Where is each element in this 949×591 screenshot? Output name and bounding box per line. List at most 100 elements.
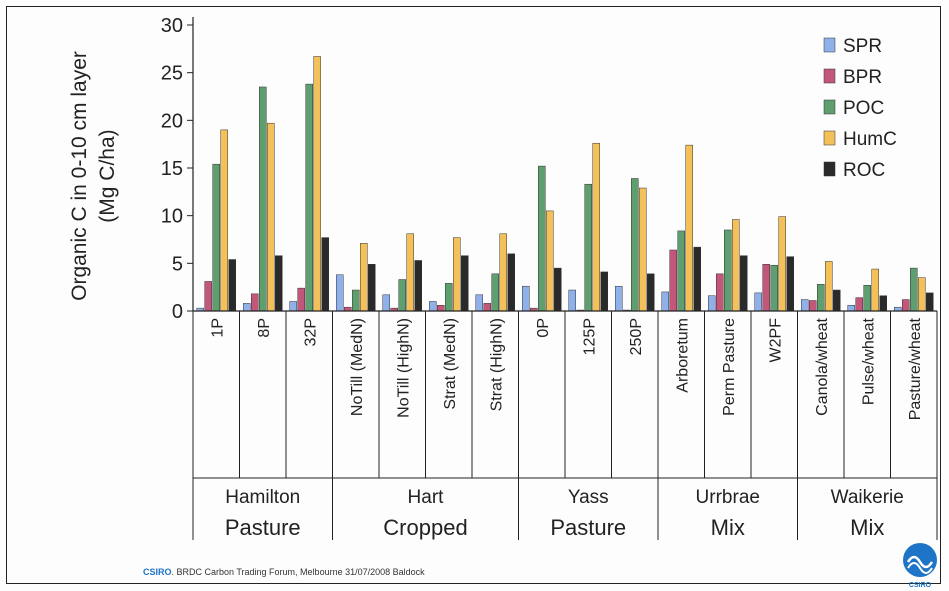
- legend-label: ROC: [843, 160, 885, 181]
- bar-poc-10: [631, 178, 639, 312]
- y-tick-label: 15: [161, 158, 183, 180]
- bar-bpr-11: [669, 249, 677, 312]
- bar-roc-4: [368, 264, 376, 312]
- category-label: 8P: [256, 318, 273, 338]
- bar-humc-3: [313, 56, 321, 312]
- bar-spr-14: [801, 299, 809, 312]
- bar-humc-9: [592, 142, 600, 312]
- category-label: 32P: [302, 318, 319, 346]
- bar-roc-14: [833, 289, 841, 312]
- bar-humc-2: [267, 122, 275, 312]
- bar-humc-4: [360, 243, 368, 312]
- bar-bpr-2: [251, 293, 259, 312]
- category-label: NoTill (MedN): [349, 318, 366, 416]
- category-label: Pasture/wheat: [907, 317, 924, 420]
- legend-swatch-poc: [823, 99, 836, 115]
- bar-bpr-12: [716, 273, 724, 312]
- bar-roc-5: [414, 260, 422, 312]
- bar-bpr-6: [437, 305, 445, 312]
- category-label: Canola/wheat: [814, 317, 831, 415]
- bar-roc-16: [926, 292, 934, 312]
- category-label: Arboretum: [674, 318, 691, 393]
- legend-label: SPR: [843, 36, 882, 57]
- legend-swatch-spr: [823, 37, 836, 53]
- bar-humc-8: [546, 210, 554, 312]
- csiro-logo-icon: CSIRO: [903, 543, 937, 589]
- bar-poc-2: [259, 86, 267, 312]
- bar-poc-4: [352, 289, 360, 312]
- bar-spr-4: [336, 274, 344, 312]
- bar-humc-6: [453, 237, 461, 312]
- group-site-label: Urrbrae: [696, 487, 760, 508]
- bar-bpr-1: [204, 281, 212, 312]
- bars: [196, 56, 934, 312]
- bar-humc-11: [685, 144, 693, 312]
- legend-label: HumC: [843, 129, 897, 150]
- bar-poc-7: [491, 273, 499, 312]
- bar-roc-3: [321, 237, 329, 312]
- bar-bpr-7: [483, 303, 491, 312]
- bar-roc-7: [507, 253, 515, 312]
- group-site-label: Waikerie: [831, 487, 904, 508]
- group-type-label: Pasture: [225, 515, 301, 540]
- legend-swatch-bpr: [823, 68, 836, 84]
- bar-roc-2: [275, 255, 283, 312]
- legend-swatch-roc: [823, 161, 836, 177]
- y-tick-label: 5: [172, 253, 183, 275]
- bar-humc-15: [871, 268, 879, 312]
- bar-roc-8: [554, 267, 562, 312]
- y-tick-label: 20: [161, 110, 183, 132]
- bar-spr-7: [475, 294, 483, 312]
- bar-humc-13: [778, 216, 786, 312]
- category-label: 125P: [581, 318, 598, 355]
- footer-text: . BRDC Carbon Trading Forum, Melbourne 3…: [171, 567, 425, 577]
- bar-spr-12: [708, 295, 716, 312]
- category-label: Pulse/wheat: [860, 317, 877, 405]
- category-label: W2PF: [767, 318, 784, 363]
- category-label: 250P: [628, 318, 645, 355]
- bar-roc-12: [740, 255, 748, 312]
- bar-roc-11: [693, 246, 701, 312]
- bar-roc-1: [228, 259, 236, 312]
- bar-spr-3: [289, 301, 297, 312]
- y-axis-title: Organic C in 0-10 cm layer (Mg C/ha): [68, 51, 119, 301]
- bar-poc-16: [910, 267, 918, 312]
- group-type-label: Mix: [711, 515, 745, 540]
- bar-humc-16: [918, 277, 926, 312]
- category-label: Perm Pasture: [721, 318, 738, 416]
- bar-humc-5: [406, 233, 414, 312]
- bar-spr-9: [568, 289, 576, 312]
- group-site-label: Yass: [568, 487, 609, 508]
- group-site-label: Hamilton: [225, 487, 300, 508]
- legend-label: POC: [843, 98, 884, 119]
- footer-brand: CSIRO: [143, 567, 172, 577]
- category-label: Strat (MedN): [442, 318, 459, 410]
- y-tick-label: 25: [161, 63, 183, 85]
- bar-spr-15: [847, 305, 855, 312]
- group-site-label: Hart: [408, 487, 445, 508]
- bar-spr-5: [382, 294, 390, 312]
- footer: CSIRO. BRDC Carbon Trading Forum, Melbou…: [143, 567, 425, 577]
- bar-poc-9: [584, 183, 592, 312]
- y-tick-label: 10: [161, 206, 183, 228]
- bar-humc-10: [639, 187, 647, 312]
- bar-spr-10: [615, 285, 623, 312]
- bar-roc-13: [786, 256, 794, 312]
- bar-humc-1: [220, 129, 228, 312]
- category-label: 1P: [209, 318, 226, 338]
- bar-humc-7: [499, 233, 507, 312]
- bar-bpr-15: [855, 297, 863, 312]
- bar-poc-12: [724, 229, 732, 312]
- bar-spr-6: [429, 301, 437, 312]
- bar-bpr-13: [762, 264, 770, 312]
- axes: [192, 17, 938, 540]
- y-tick-label: 30: [161, 15, 183, 37]
- group-type-label: Mix: [850, 515, 884, 540]
- bar-spr-13: [754, 292, 762, 312]
- logo-text: CSIRO: [909, 582, 932, 589]
- bar-roc-15: [879, 295, 887, 312]
- bar-bpr-3: [297, 287, 305, 312]
- bar-humc-12: [732, 219, 740, 312]
- legend-label: BPR: [843, 67, 882, 88]
